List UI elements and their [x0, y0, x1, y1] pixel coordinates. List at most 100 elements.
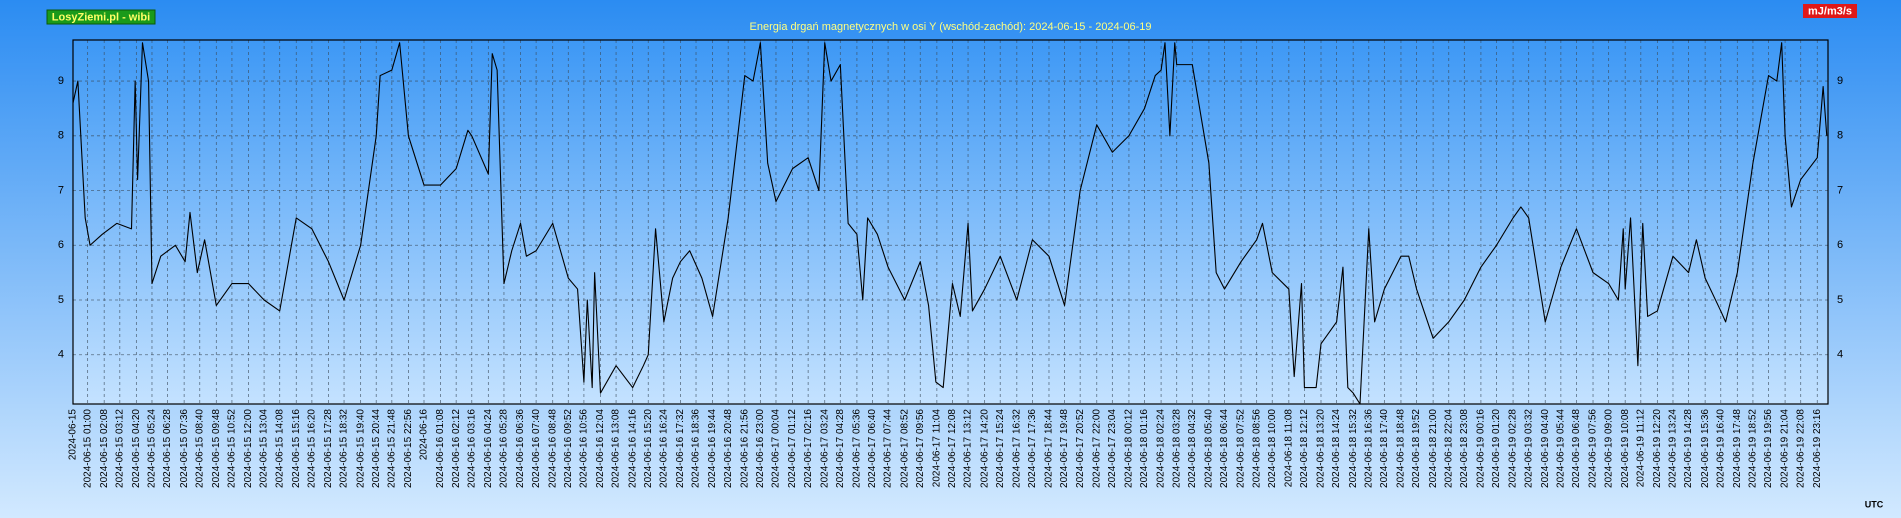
- x-tick-label: 2024-06-16 04:24: [483, 409, 494, 488]
- x-tick-label: 2024-06-18 16:36: [1363, 409, 1374, 488]
- y-tick-label: 5: [58, 294, 64, 306]
- timezone-label: UTC: [1865, 499, 1884, 509]
- x-tick-label: 2024-06-17 02:16: [803, 409, 814, 488]
- x-tick-label: 2024-06-16 21:56: [739, 409, 750, 488]
- x-tick-label: 2024-06-15 10:52: [227, 409, 238, 488]
- x-tick-label: 2024-06-19 12:20: [1652, 409, 1663, 488]
- x-tick-label: 2024-06-16 03:16: [466, 409, 477, 488]
- x-tick-label: 2024-06-19 17:48: [1732, 409, 1743, 488]
- x-tick-label: 2024-06-19 09:00: [1603, 409, 1614, 488]
- x-tick-label: 2024-06-17 00:04: [771, 409, 782, 488]
- x-tick-label: 2024-06-15 19:40: [355, 409, 366, 488]
- unit-badge: [1803, 4, 1857, 18]
- x-tick-label: 2024-06-18 02:24: [1156, 409, 1167, 488]
- x-tick-label: 2024-06-18 06:44: [1219, 409, 1230, 488]
- x-tick-label: 2024-06-16 20:48: [723, 409, 734, 488]
- x-tick-label: 2024-06-15 18:32: [339, 409, 350, 488]
- x-tick-label: 2024-06-18 10:00: [1267, 409, 1278, 488]
- x-tick-label: 2024-06-17 13:12: [963, 409, 974, 488]
- x-tick-label: 2024-06-15 22:56: [403, 409, 414, 488]
- x-tick-label: 2024-06-15 14:08: [274, 409, 285, 488]
- x-tick-label: 2024-06-17 07:44: [883, 409, 894, 488]
- x-tick-label: 2024-06-19 05:44: [1555, 409, 1566, 488]
- plot-border: [72, 39, 1829, 405]
- x-tick-label: 2024-06-19 03:32: [1523, 409, 1534, 488]
- x-tick-label: 2024-06-17 12:08: [947, 409, 958, 488]
- x-tick-label: 2024-06-19 04:40: [1540, 409, 1551, 488]
- x-tick-label: 2024-06-17 08:52: [899, 409, 910, 488]
- source-label: LosyZiemi.pl - wibi: [52, 11, 150, 23]
- x-tick-label: 2024-06-17 03:24: [819, 409, 830, 488]
- x-tick-label: 2024-06-19 16:40: [1715, 409, 1726, 488]
- x-tick-label: 2024-06-15 02:08: [99, 409, 110, 488]
- x-tick-label: 2024-06-15 04:20: [131, 409, 142, 488]
- x-tick-label: 2024-06-16 01:08: [435, 409, 446, 488]
- x-tick-label: 2024-06-16 15:20: [643, 409, 654, 488]
- x-tick-label: 2024-06-19 02:28: [1508, 409, 1519, 488]
- x-tick-label: 2024-06-16 09:52: [563, 409, 574, 488]
- x-tick-label: 2024-06-18 04:32: [1187, 409, 1198, 488]
- x-tick-label: 2024-06-19 22:08: [1795, 409, 1806, 488]
- data-line: [72, 42, 1828, 405]
- y2-tick-label: 6: [1837, 239, 1843, 251]
- y-tick-label: 6: [58, 239, 64, 251]
- x-tick-label: 2024-06-17 11:04: [931, 409, 942, 488]
- x-tick-label: 2024-06-18 18:48: [1396, 409, 1407, 488]
- x-tick-label: 2024-06-18 03:28: [1171, 409, 1182, 488]
- x-tick-label: 2024-06-15 15:16: [291, 409, 302, 488]
- y2-tick-label: 8: [1837, 130, 1843, 142]
- x-tick-label: 2024-06-18 11:08: [1283, 409, 1294, 488]
- source-badge: [46, 9, 156, 25]
- x-tick-label: 2024-06-15 16:20: [307, 409, 318, 488]
- x-tick-label: 2024-06-16 14:16: [627, 409, 638, 488]
- x-tick-label: 2024-06-18 07:52: [1236, 409, 1247, 488]
- x-tick-label: 2024-06-17 09:56: [915, 409, 926, 488]
- x-tick-label: 2024-06-17 17:36: [1027, 409, 1038, 488]
- x-tick-label: 2024-06-18 05:40: [1204, 409, 1215, 488]
- x-tick-label: 2024-06-19 13:24: [1668, 409, 1679, 488]
- x-tick-label: 2024-06-19 14:28: [1683, 409, 1694, 488]
- x-tick-label: 2024-06-16 17:32: [675, 409, 686, 488]
- x-tick-label: 2024-06-16 16:24: [658, 409, 669, 488]
- x-tick-label: 2024-06-18 19:52: [1411, 409, 1422, 488]
- x-tick-label: 2024-06-19 00:16: [1476, 409, 1487, 488]
- x-tick-label: 2024-06-16 10:56: [579, 409, 590, 488]
- x-tick-label: 2024-06-18 22:04: [1443, 409, 1454, 488]
- x-tick-label: 2024-06-18 21:00: [1428, 409, 1439, 488]
- x-tick-label: 2024-06-17 15:24: [995, 409, 1006, 488]
- x-tick-label: 2024-06-19 15:36: [1700, 409, 1711, 488]
- x-tick-label: 2024-06-17 22:00: [1091, 409, 1102, 488]
- x-tick-label: 2024-06-19 19:56: [1763, 409, 1774, 488]
- x-tick-label: 2024-06-15 09:48: [211, 409, 222, 488]
- y2-tick-label: 4: [1837, 349, 1843, 361]
- x-tick-label: 2024-06-19 23:16: [1812, 409, 1823, 488]
- x-tick-label: 2024-06-16 13:08: [611, 409, 622, 488]
- x-tick-label: 2024-06-19 11:12: [1635, 409, 1646, 488]
- x-tick-label: 2024-06-17 05:36: [852, 409, 863, 488]
- x-tick-label: 2024-06-17 01:12: [787, 409, 798, 488]
- x-tick-label: 2024-06-16 07:40: [531, 409, 542, 488]
- x-tick-label: 2024-06-18 01:16: [1139, 409, 1150, 488]
- x-tick-label: 2024-06-19 10:08: [1620, 409, 1631, 488]
- x-tick-label: 2024-06-18 23:08: [1459, 409, 1470, 488]
- x-tick-label: 2024-06-15 05:24: [147, 409, 158, 488]
- x-tick-label: 2024-06-18 08:56: [1251, 409, 1262, 488]
- x-tick-label: 2024-06-19 06:48: [1571, 409, 1582, 488]
- x-tick-label: 2024-06-17 20:52: [1075, 409, 1086, 488]
- x-tick-label: 2024-06-15 06:28: [162, 409, 173, 488]
- x-tick-label: 2024-06-18 14:24: [1331, 409, 1342, 488]
- x-tick-label: 2024-06-17 16:32: [1011, 409, 1022, 488]
- x-tick-label: 2024-06-15 13:04: [259, 409, 270, 488]
- x-tick-label: 2024-06-15 12:00: [243, 409, 254, 488]
- unit-label: mJ/m3/s: [1808, 5, 1852, 17]
- x-tick-label: 2024-06-16 08:48: [547, 409, 558, 488]
- plot-area: [73, 40, 1828, 404]
- y2-tick-label: 5: [1837, 294, 1843, 306]
- x-tick-label: 2024-06-16: [419, 409, 430, 461]
- x-tick-label: 2024-06-19 18:52: [1748, 409, 1759, 488]
- x-tick-label: 2024-06-16 19:44: [707, 409, 718, 488]
- y-tick-label: 8: [58, 130, 64, 142]
- x-tick-label: 2024-06-15 07:36: [179, 409, 190, 488]
